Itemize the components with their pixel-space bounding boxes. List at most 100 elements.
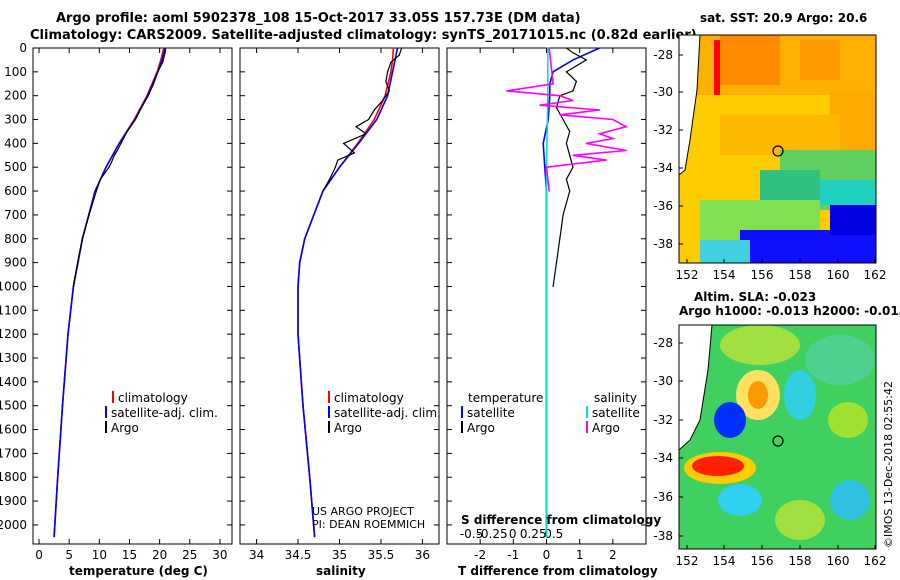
sla-map-title2: Argo h1000: -0.013 h2000: -0.013	[679, 304, 900, 318]
data-point	[548, 47, 550, 49]
data-point	[387, 71, 389, 73]
data-point	[99, 178, 102, 180]
x-tick-label: 15	[122, 548, 137, 562]
data-point	[337, 159, 339, 161]
data-point	[297, 285, 299, 288]
difference-xlabel: T difference from climatology	[458, 564, 658, 578]
depth-tick-label: 1800	[0, 470, 27, 484]
depth-tick-label: 0	[19, 41, 27, 55]
lat-tick-label: -28	[653, 336, 673, 350]
x-tick-label: 35.5	[368, 548, 395, 562]
data-point	[545, 166, 548, 168]
sal-diff-tick-label: 0.5	[544, 527, 563, 541]
data-point	[401, 47, 403, 49]
lat-tick-label: -36	[653, 490, 673, 504]
data-point	[565, 47, 568, 49]
depth-tick-label: 400	[4, 136, 27, 150]
data-point	[329, 178, 331, 180]
x-tick-label: -2	[474, 548, 486, 562]
data-point	[358, 142, 360, 144]
data-point	[547, 47, 549, 49]
sst-map-title: sat. SST: 20.9 Argo: 20.6	[700, 11, 867, 25]
difference-xlabel-top: S difference from climatology	[461, 513, 661, 527]
series-line-argo	[72, 47, 167, 287]
data-point	[585, 59, 587, 61]
lon-tick-label: 160	[827, 554, 850, 568]
data-point	[334, 166, 336, 168]
data-point	[552, 83, 554, 85]
data-point	[126, 130, 128, 133]
data-point	[545, 285, 548, 288]
depth-tick-label: 1500	[0, 399, 27, 413]
x-tick-label: 20	[152, 548, 167, 562]
x-tick-label: 36	[415, 548, 430, 562]
data-point	[67, 333, 69, 335]
project-credit-line1: US ARGO PROJECT	[312, 505, 414, 518]
data-point	[164, 52, 166, 54]
data-point	[355, 126, 357, 128]
data-point	[81, 238, 83, 240]
data-point	[625, 126, 627, 128]
lat-tick-label: -34	[653, 161, 673, 175]
series-line-argo	[322, 47, 403, 192]
data-point	[118, 142, 120, 144]
data-point	[388, 90, 390, 92]
salinity-xlabel: salinity	[316, 564, 366, 578]
legend-label-t-argo: Argo	[467, 421, 495, 435]
data-point	[392, 47, 394, 49]
data-point	[559, 95, 561, 97]
lon-tick-label: 152	[676, 554, 699, 568]
data-point	[72, 285, 74, 288]
sla-map-frame	[678, 324, 877, 550]
data-point	[153, 83, 155, 85]
depth-tick-label: 1700	[0, 446, 27, 460]
x-tick-label: 0	[543, 548, 551, 562]
legend-swatch-s-satellite	[586, 406, 588, 418]
lon-tick-label: 152	[676, 268, 699, 282]
temperature-legend: climatology satellite-adj. clim. Argo	[105, 391, 218, 435]
data-point	[390, 71, 392, 73]
data-point	[572, 90, 574, 92]
x-tick-label: 5	[65, 548, 73, 562]
data-point	[108, 166, 110, 168]
depth-tick-label: 1600	[0, 423, 27, 437]
lat-tick-label: -38	[653, 237, 673, 251]
legend-title-temperature: temperature	[468, 391, 543, 405]
temperature-plot: 0 5 10 15 20 25 30	[35, 47, 228, 562]
data-point	[113, 154, 115, 156]
data-point	[61, 405, 64, 407]
x-tick-label: 1	[576, 548, 584, 562]
depth-tick-label: 900	[4, 256, 27, 270]
data-point	[506, 90, 508, 92]
depth-tick-label: 1200	[0, 327, 27, 341]
data-point	[343, 142, 345, 144]
depth-tick-label: 700	[4, 208, 27, 222]
data-point	[140, 107, 143, 109]
depth-tick-label: 200	[4, 89, 27, 103]
lat-tick-label: -30	[653, 374, 673, 388]
data-point	[565, 142, 568, 144]
data-point	[572, 59, 574, 61]
plot-title-line1: Argo profile: aoml 5902378_108 15-Oct-20…	[56, 11, 581, 26]
data-point	[120, 142, 122, 144]
data-point	[548, 190, 550, 192]
data-point	[555, 262, 558, 264]
lat-tick-label: -28	[653, 48, 673, 62]
lon-tick-label: 158	[789, 268, 812, 282]
legend-swatch-satellite	[105, 406, 107, 418]
x-tick-label: 0	[35, 548, 43, 562]
data-point	[105, 166, 107, 168]
data-point	[53, 536, 55, 538]
sal-diff-tick-label: 0.25	[520, 527, 547, 541]
series-line-s-argo	[506, 47, 629, 192]
legend-swatch-climatology	[328, 391, 330, 403]
data-point	[385, 80, 387, 82]
data-point	[299, 262, 301, 264]
data-point	[162, 61, 164, 63]
legend-swatch-satellite	[328, 406, 330, 418]
data-point	[544, 166, 546, 168]
data-point	[302, 405, 304, 407]
data-point	[572, 154, 574, 156]
lon-tick-label: 162	[864, 268, 887, 282]
